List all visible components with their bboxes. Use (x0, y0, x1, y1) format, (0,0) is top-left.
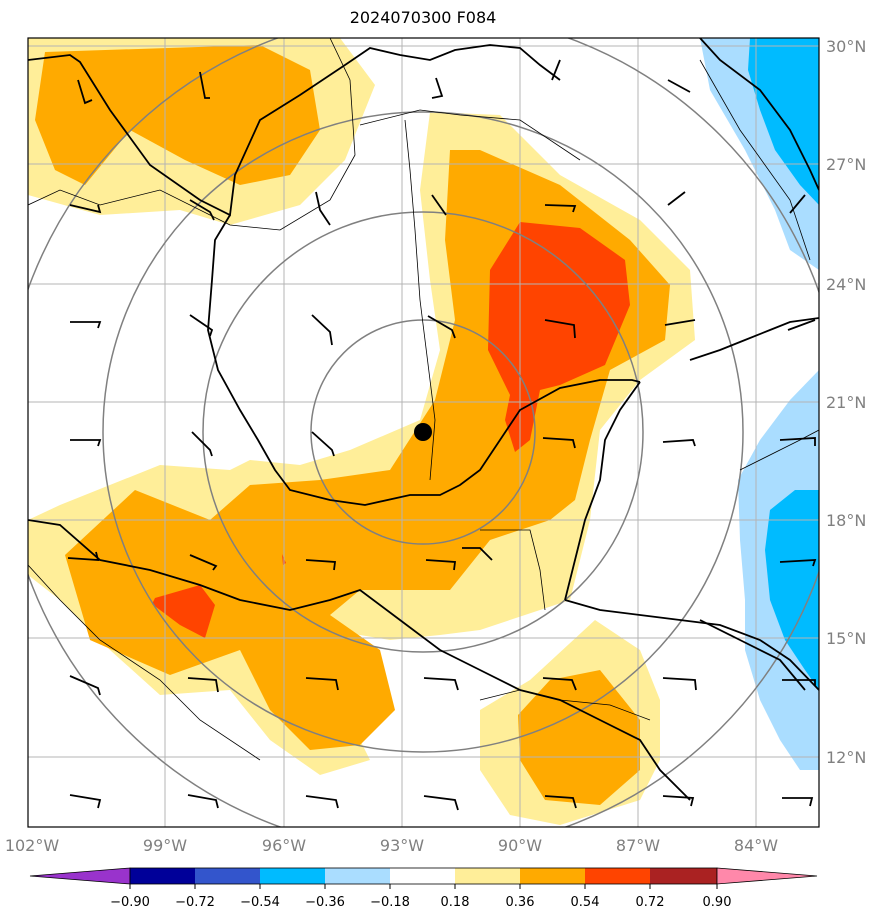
colorbar-tick-label: 0.18 (441, 895, 470, 910)
lat-label: 15°N (826, 629, 866, 648)
lat-label: 24°N (826, 275, 866, 294)
colorbar-tick-label: −0.72 (175, 895, 215, 910)
colorbar-tick-label: −0.90 (110, 895, 150, 910)
lat-label: 30°N (826, 37, 866, 56)
graticule (28, 38, 819, 827)
colorbar-tick-label: 0.36 (506, 895, 535, 910)
fill-0.54-west (152, 585, 215, 638)
fill-0.36-south (518, 670, 640, 805)
colorbar-tick-label: 0.54 (571, 895, 600, 910)
colorbar-tick-label: −0.54 (240, 895, 280, 910)
coastline-gulf-north (28, 44, 561, 217)
lon-label: 99°W (143, 836, 187, 855)
colorbar-extend-high (716, 867, 818, 885)
lat-label: 27°N (826, 155, 866, 174)
colorbar-segment (195, 868, 260, 884)
coastline-florida (699, 38, 819, 191)
colorbar-segment (520, 868, 585, 884)
lon-label: 96°W (262, 836, 306, 855)
fill-0.36-nw (35, 45, 320, 185)
fill-0.54-center (488, 222, 630, 452)
map-frame (27, 37, 820, 828)
lat-label: 21°N (826, 393, 866, 412)
coastline-pacific (28, 519, 691, 801)
borders (28, 38, 819, 761)
lon-label: 84°W (734, 836, 778, 855)
colorbar-segment (650, 868, 717, 884)
colorbar-tick-label: −0.18 (370, 895, 410, 910)
coastlines (28, 38, 819, 801)
colorbar-tick-label: 0.72 (636, 895, 665, 910)
coastline-yucatan-east (564, 381, 641, 601)
negative-anomaly-fill (700, 38, 819, 770)
colorbar-segment (325, 868, 390, 884)
lon-labels: 102°W 99°W 96°W 93°W 90°W 87°W 84°W (5, 836, 778, 855)
fill-neg-0.36-se (765, 490, 819, 690)
colorbar-tick-label: −0.36 (305, 895, 345, 910)
coastline-central-america (564, 599, 819, 691)
lat-label: 18°N (826, 511, 866, 530)
positive-anomaly-fill (28, 38, 695, 825)
range-rings (28, 38, 819, 827)
storm-center-marker (414, 423, 432, 441)
lon-label: 90°W (498, 836, 542, 855)
colorbar-segment (455, 868, 520, 884)
colorbar-segment (130, 868, 195, 884)
lon-label: 102°W (5, 836, 60, 855)
lon-label: 93°W (380, 836, 424, 855)
colorbar-segment (260, 868, 325, 884)
map-title: 2024070300 F084 (349, 8, 497, 27)
coastline-honduras (699, 619, 806, 691)
colorbar-segment (390, 868, 455, 884)
colorbar: −0.90 −0.72 −0.54 −0.36 −0.18 0.18 0.36 … (29, 867, 818, 910)
coastline-cuba (689, 317, 819, 361)
wind-barbs (67, 59, 817, 811)
coastline-mexico-gulf (207, 214, 641, 506)
map-plot-area (28, 38, 819, 827)
lat-labels: 30°N 27°N 24°N 21°N 18°N 15°N 12°N (826, 37, 866, 767)
colorbar-segment (585, 868, 650, 884)
lon-label: 87°W (616, 836, 660, 855)
colorbar-tick-label: 0.90 (703, 895, 732, 910)
colorbar-extend-low (29, 867, 131, 885)
lat-label: 12°N (826, 748, 866, 767)
